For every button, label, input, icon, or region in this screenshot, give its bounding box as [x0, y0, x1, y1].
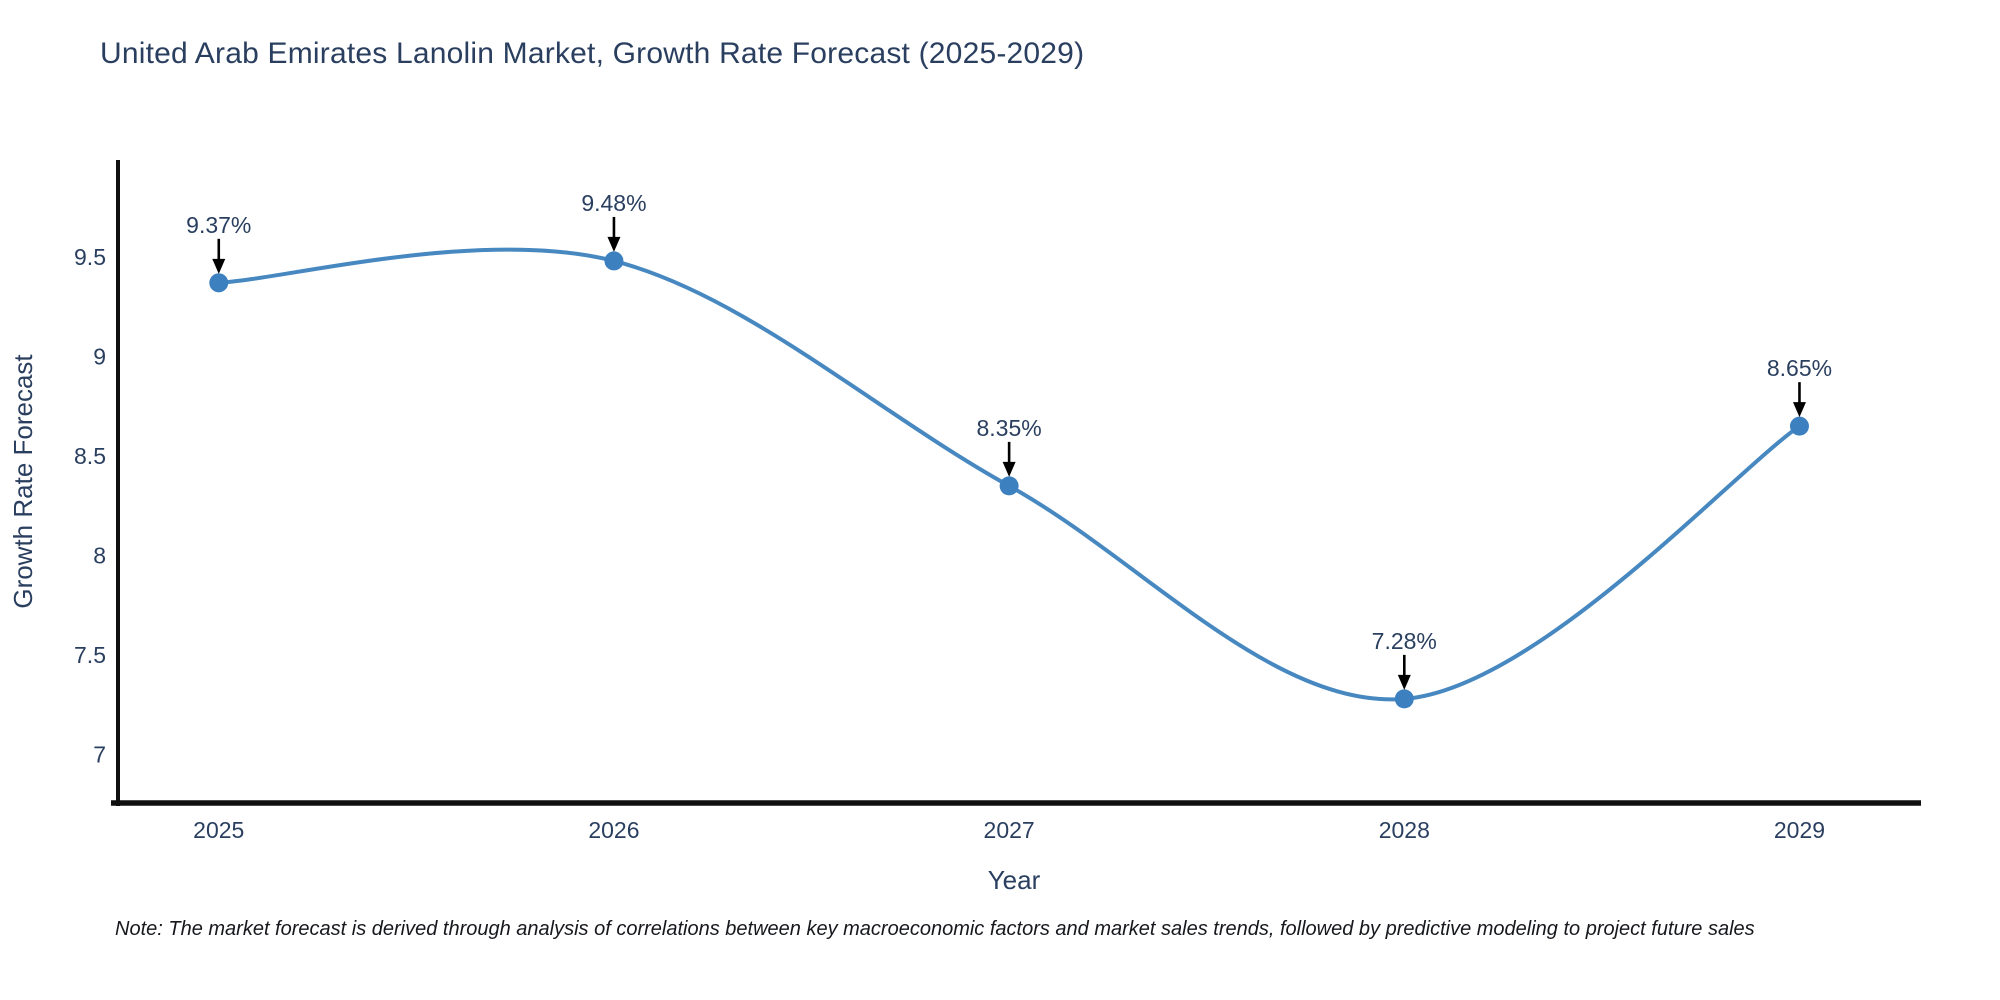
x-tick-label: 2026 [588, 817, 639, 843]
data-label: 8.35% [977, 415, 1042, 441]
annotation-arrow-head [607, 236, 621, 252]
y-tick-label: 7.5 [74, 642, 106, 668]
data-label: 8.65% [1767, 355, 1832, 381]
annotation-arrow-head [1792, 402, 1806, 418]
annotation-arrow-head [1002, 461, 1016, 477]
data-label: 9.37% [186, 212, 251, 238]
footnote: Note: The market forecast is derived thr… [115, 918, 1755, 940]
data-point[interactable] [999, 476, 1019, 496]
y-tick-label: 9 [93, 343, 106, 369]
data-label: 9.48% [581, 190, 646, 216]
data-label: 7.28% [1372, 628, 1437, 654]
data-point[interactable] [1789, 416, 1809, 436]
data-point[interactable] [1394, 689, 1414, 709]
x-tick-label: 2028 [1379, 817, 1430, 843]
annotation-arrow-head [1397, 674, 1411, 690]
y-tick-label: 8.5 [74, 443, 106, 469]
chart-title: United Arab Emirates Lanolin Market, Gro… [100, 37, 1085, 70]
x-tick-label: 2027 [984, 817, 1035, 843]
y-tick-label: 9.5 [74, 244, 106, 270]
y-tick-label: 8 [93, 543, 106, 569]
y-tick-label: 7 [93, 742, 106, 768]
x-axis-title: Year [988, 865, 1041, 895]
data-point[interactable] [209, 273, 229, 293]
x-tick-label: 2025 [193, 817, 244, 843]
data-point[interactable] [604, 251, 624, 271]
annotation-arrow-head [212, 258, 226, 274]
y-axis-title: Growth Rate Forecast [8, 354, 38, 609]
x-tick-label: 2029 [1774, 817, 1825, 843]
